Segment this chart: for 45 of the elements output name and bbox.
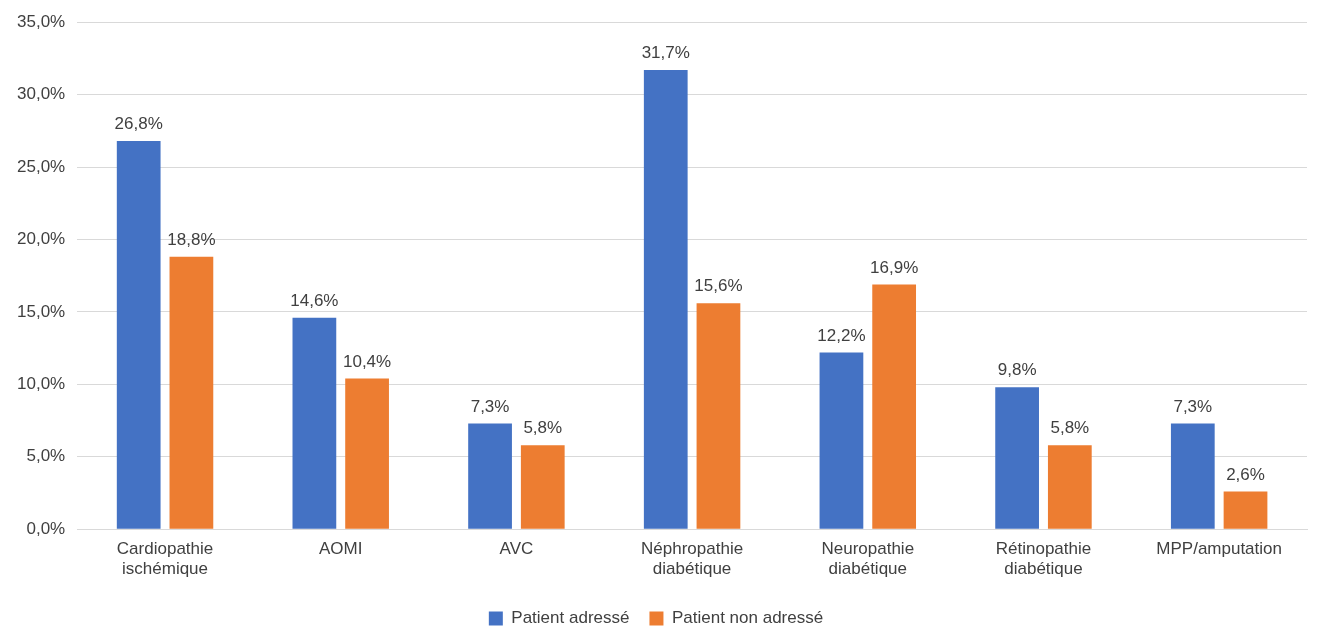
legend-label: Patient adressé — [511, 608, 630, 628]
bar — [1170, 423, 1215, 529]
bar — [819, 352, 864, 529]
legend-label: Patient non adressé — [671, 608, 824, 628]
y-tick-label: 35,0% — [17, 11, 66, 31]
data-label: 5,8% — [523, 418, 563, 438]
bar — [995, 387, 1039, 529]
data-label: 9,8% — [997, 360, 1037, 380]
x-tick-label: AOMI — [319, 539, 363, 559]
bar — [345, 378, 389, 529]
y-tick-label: 20,0% — [17, 229, 66, 249]
x-tick-label: Néphropathie diabétique — [641, 539, 744, 579]
bar — [468, 423, 512, 529]
y-tick-label: 15,0% — [17, 301, 66, 321]
data-label: 31,7% — [641, 43, 690, 63]
x-tick-label: MPP/amputation — [1156, 539, 1282, 559]
data-label: 7,3% — [1173, 396, 1213, 416]
data-label: 18,8% — [167, 230, 216, 250]
data-label: 14,6% — [290, 290, 339, 310]
x-tick-label: Rétinopathie diabétique — [995, 539, 1092, 579]
y-tick-label: 10,0% — [17, 374, 66, 394]
data-label: 7,3% — [470, 396, 510, 416]
bar — [1047, 445, 1092, 529]
bar — [643, 70, 688, 529]
y-tick-label: 25,0% — [17, 156, 66, 176]
bar — [292, 317, 337, 529]
bar — [1223, 491, 1268, 529]
bar — [116, 140, 161, 529]
bar — [169, 256, 214, 529]
data-label: 10,4% — [342, 351, 392, 371]
bar — [872, 284, 917, 529]
x-tick-label: AVC — [499, 539, 534, 559]
x-tick-label: Neuropathie diabétique — [821, 539, 915, 579]
y-tick-label: 30,0% — [17, 84, 66, 104]
bar — [520, 445, 565, 529]
y-tick-label: 0,0% — [26, 518, 66, 538]
data-label: 26,8% — [114, 114, 163, 134]
y-tick-label: 5,0% — [26, 446, 66, 466]
x-tick-label: Cardiopathie ischémique — [116, 539, 214, 579]
data-label: 2,6% — [1226, 464, 1265, 484]
data-label: 12,2% — [817, 325, 866, 345]
bar — [696, 303, 741, 529]
data-label: 16,9% — [870, 257, 919, 277]
data-label: 15,6% — [694, 276, 743, 296]
data-label: 5,8% — [1050, 418, 1090, 438]
